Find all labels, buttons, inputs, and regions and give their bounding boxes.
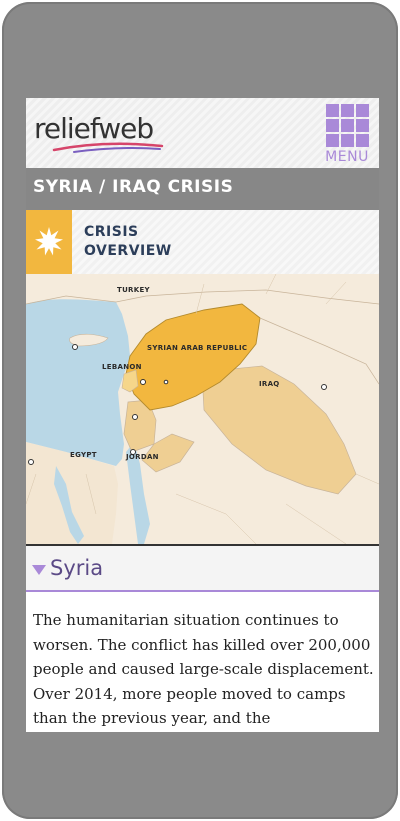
section-label-line1: CRISIS [84,224,139,240]
burst-icon [35,227,63,256]
logo-swoosh-icon [52,142,164,153]
map-label-iraq: IRAQ [259,380,280,388]
map-label-egypt: EGYPT [70,451,97,459]
logo-text: reliefweb [34,112,154,145]
map-label-lebanon: LEBANON [102,363,142,371]
grid-icon [326,104,370,148]
overview-paragraph: The humanitarian situation continues to … [33,611,374,727]
map-label-syria: SYRIAN ARAB REPUBLIC [147,344,248,352]
section-label: CRISIS OVERVIEW [84,223,172,261]
region-map-graphic [26,274,379,544]
burst-icon-box [26,210,72,274]
screen: reliefweb MENU SYRIA / IRAQ CRISIS [26,98,379,732]
map-label-jordan: JORDAN [126,453,159,461]
section-label-line2: OVERVIEW [84,243,172,259]
expand-triangle-icon [32,565,46,575]
map-label-turkey: TURKEY [117,286,150,294]
section-title-syria: Syria [50,556,104,580]
crisis-overview-header: CRISIS OVERVIEW [26,210,379,274]
menu-button[interactable]: MENU [323,102,371,165]
menu-label: MENU [325,149,369,165]
syria-section-toggle[interactable]: Syria [26,544,379,592]
page-title: SYRIA / IRAQ CRISIS [33,177,234,197]
crisis-title-bar: SYRIA / IRAQ CRISIS [26,168,379,210]
site-header: reliefweb MENU [26,98,379,168]
crisis-map[interactable]: TURKEY SYRIAN ARAB REPUBLIC LEBANON IRAQ… [26,274,379,544]
